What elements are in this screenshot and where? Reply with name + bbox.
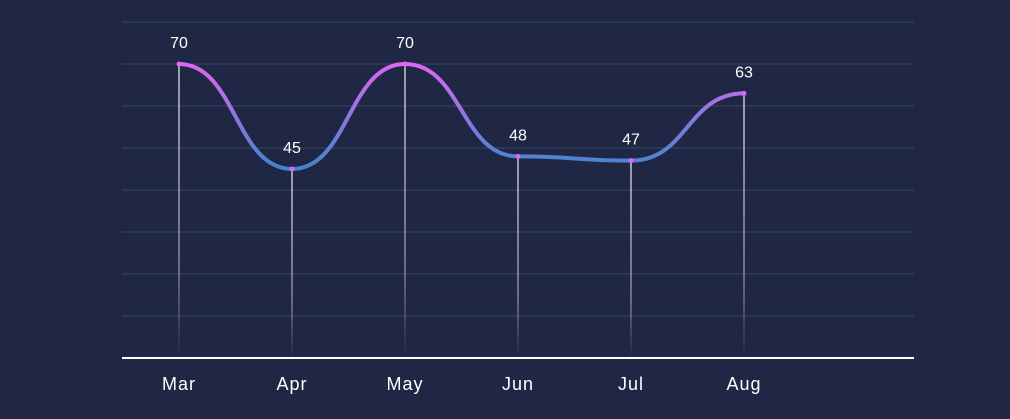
drop-line-mar [178,64,180,358]
drop-line-jul [630,160,632,358]
drop-line-jun [517,156,519,358]
x-tick-label-aug: Aug [726,374,761,394]
drop-lines [178,64,745,359]
drop-line-aug [743,93,745,359]
data-point-apr[interactable] [289,166,295,172]
data-label-mar: 70 [170,35,188,52]
data-point-jul[interactable] [628,158,634,164]
x-tick-label-jul: Jul [618,374,644,394]
drop-line-may [404,64,406,358]
data-label-may: 70 [396,35,414,52]
data-label-jul: 47 [622,132,640,149]
data-point-jun[interactable] [515,153,521,159]
data-label-jun: 48 [509,127,527,144]
x-tick-label-may: May [386,374,423,394]
x-tick-label-apr: Apr [276,374,307,394]
series-line-layer [176,61,747,172]
data-labels: 70 45 70 48 47 63 [170,35,753,157]
series-line [177,62,746,171]
data-label-apr: 45 [283,140,301,157]
drop-line-apr [291,169,293,358]
x-tick-label-jun: Jun [502,374,534,394]
data-point-aug[interactable] [741,90,747,96]
x-tick-label-mar: Mar [162,374,196,394]
data-point-may[interactable] [402,61,408,67]
data-label-aug: 63 [735,64,753,81]
x-tick-labels: Mar Apr May Jun Jul Aug [162,374,761,394]
data-point-mar[interactable] [176,61,182,67]
